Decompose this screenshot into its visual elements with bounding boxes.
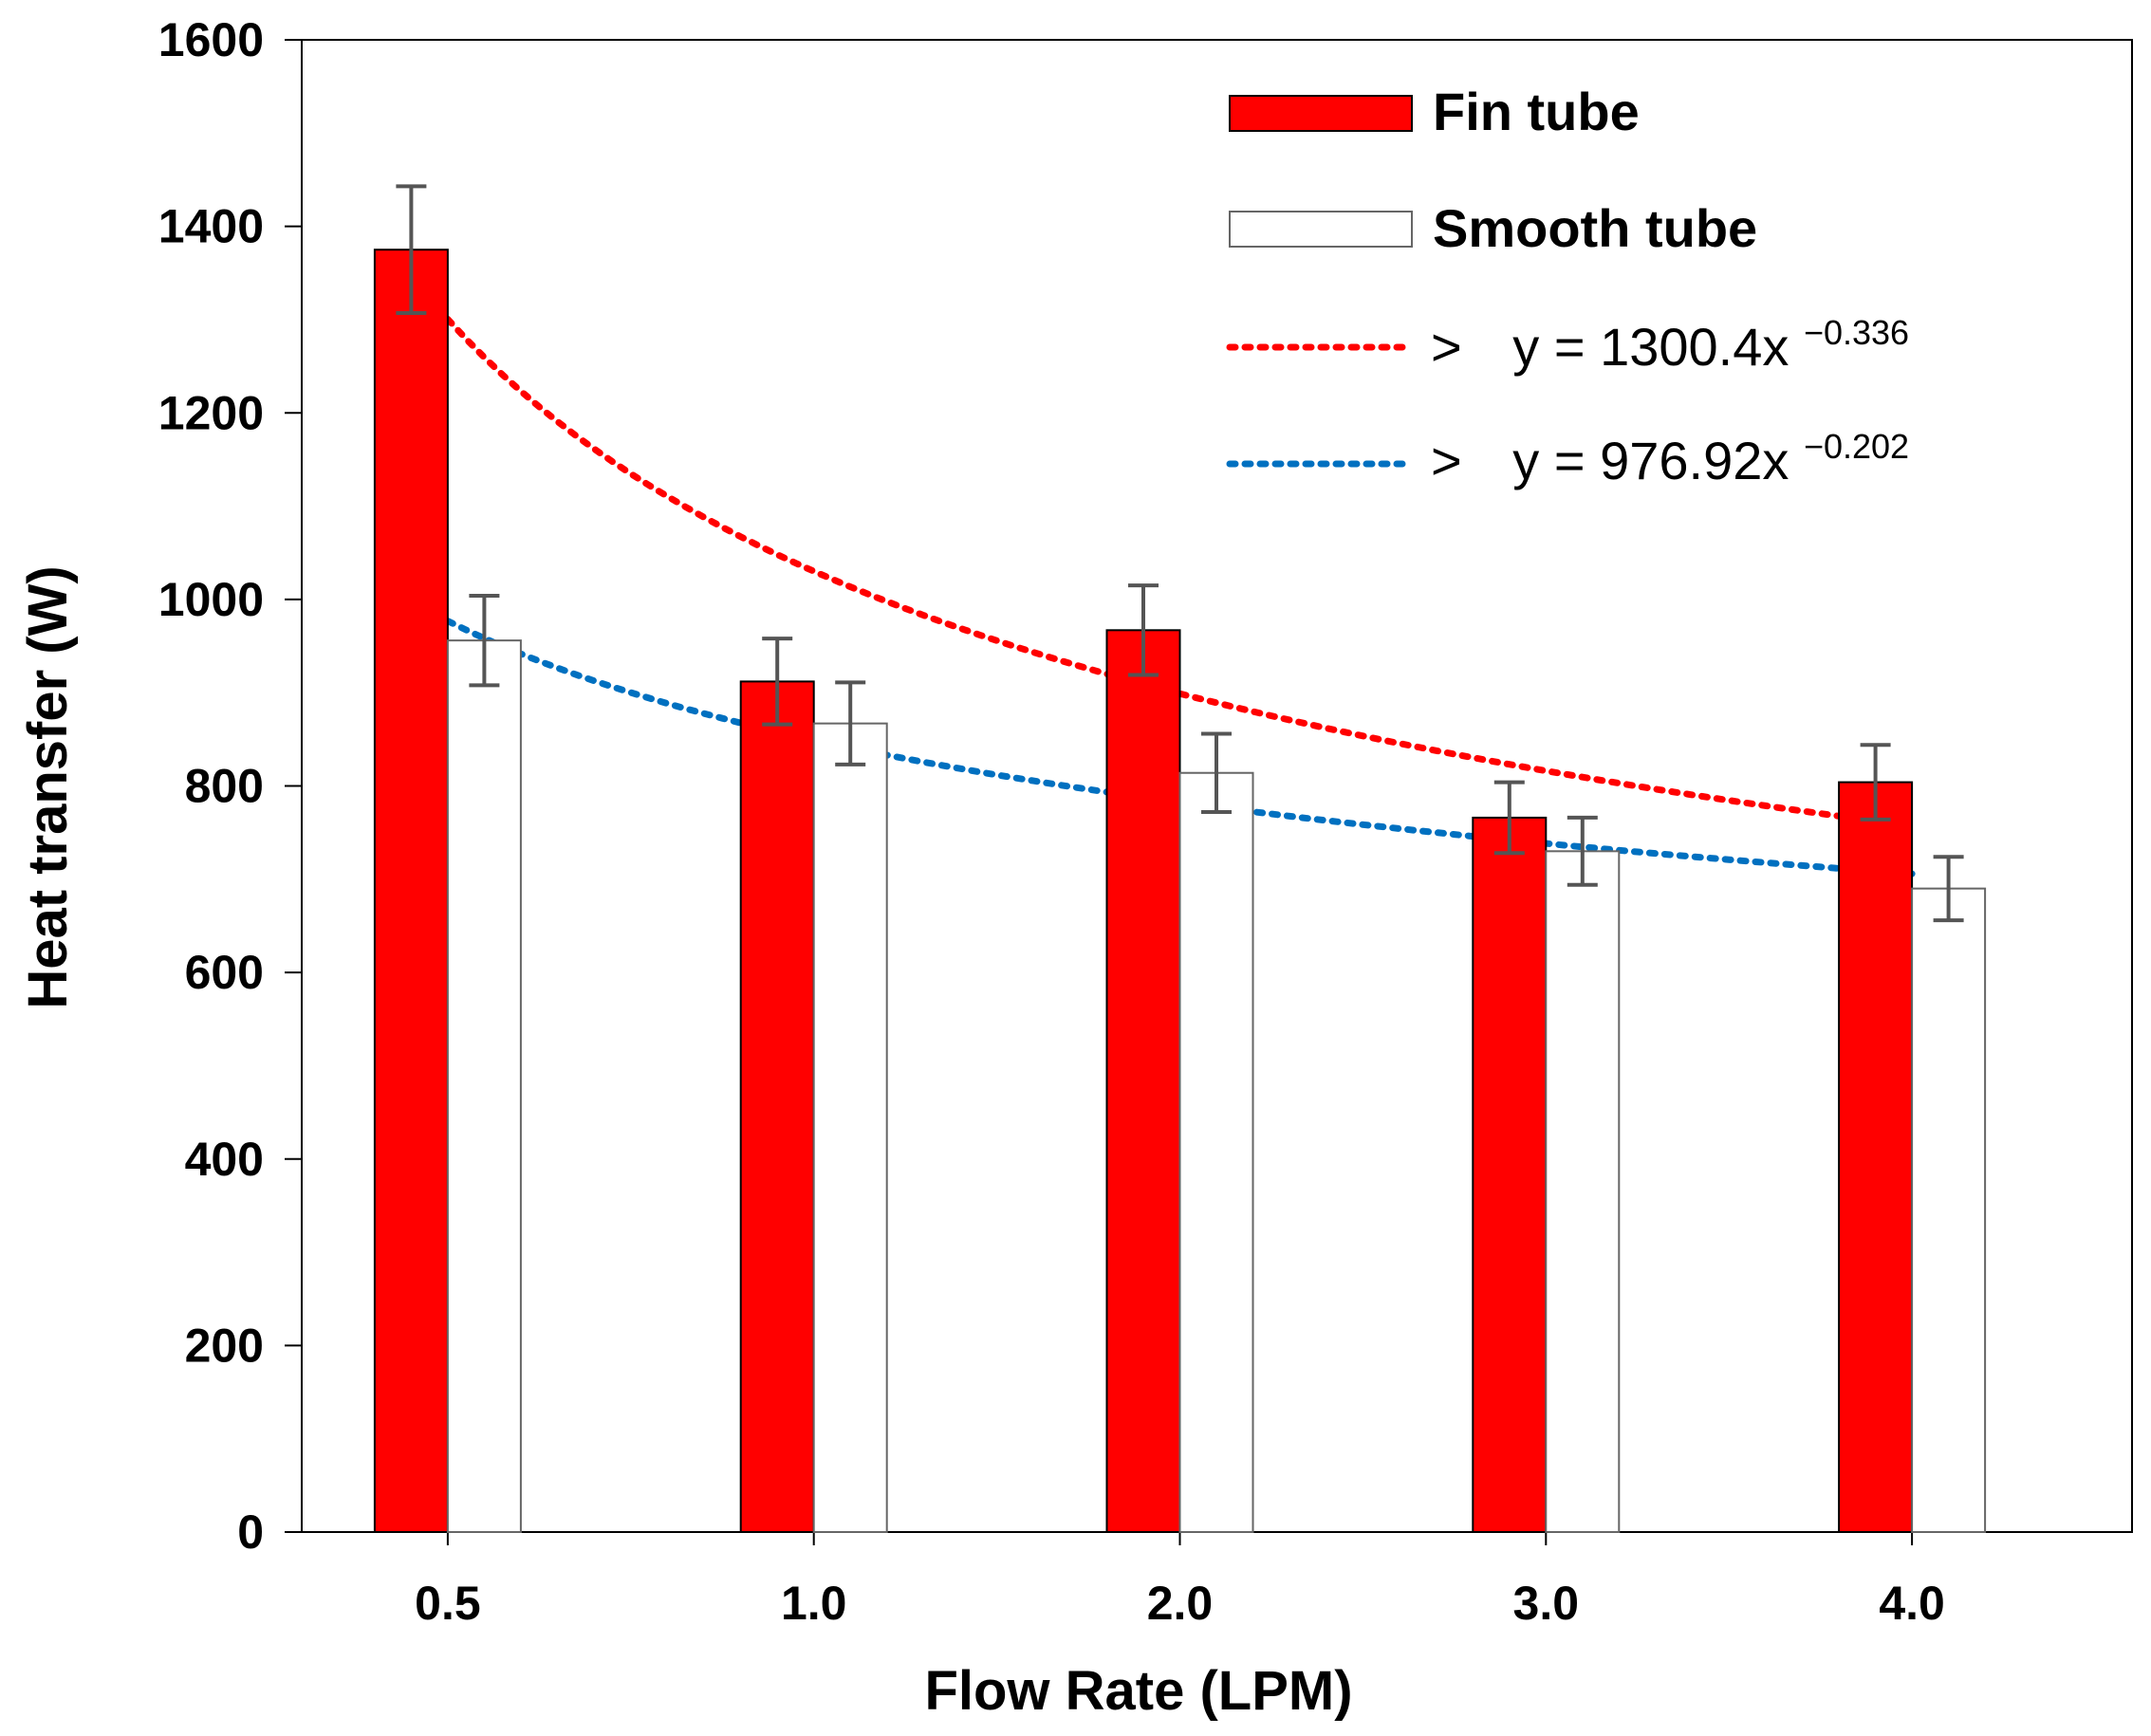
bar-smooth-tube xyxy=(1545,850,1621,1533)
y-tick-label: 1600 xyxy=(158,13,264,66)
legend-label-smooth-tube: Smooth tube xyxy=(1433,198,1757,258)
legend-label-smooth-trendline: > y = 976.92x −0.202 xyxy=(1431,427,1909,490)
fin-trend-exponent: −0.336 xyxy=(1804,313,1909,352)
y-tick-label: 800 xyxy=(185,760,264,813)
bars xyxy=(373,249,1987,1533)
y-axis: 0 200 400 600 800 1000 1200 1400 1600 xyxy=(158,13,302,1559)
bar-smooth-tube xyxy=(812,722,888,1533)
y-tick-label: 600 xyxy=(185,946,264,999)
y-tick-label: 400 xyxy=(185,1133,264,1186)
x-tick-label: 2.0 xyxy=(1147,1577,1214,1630)
y-tick-label: 0 xyxy=(237,1505,264,1559)
x-tick-label: 4.0 xyxy=(1879,1577,1945,1630)
x-axis: 0.5 1.0 2.0 3.0 4.0 xyxy=(415,1532,1945,1630)
x-axis-title: Flow Rate (LPM) xyxy=(924,1660,1352,1722)
smooth-trend-equation: y = 976.92x xyxy=(1512,431,1789,490)
bar-smooth-tube xyxy=(446,639,522,1533)
legend-swatch-smooth-tube xyxy=(1229,211,1413,248)
bar-fin-tube xyxy=(1472,816,1548,1533)
legend-label-fin-trendline: > y = 1300.4x −0.336 xyxy=(1431,313,1909,377)
legend-swatch-fin-tube xyxy=(1229,95,1413,132)
x-tick-label: 3.0 xyxy=(1513,1577,1580,1630)
smooth-trend-exponent: −0.202 xyxy=(1804,427,1909,466)
y-axis-title: Heat transfer (W) xyxy=(17,565,79,1008)
y-tick-label: 1200 xyxy=(158,386,264,439)
legend-label-fin-tube: Fin tube xyxy=(1433,82,1640,141)
fin-trend-marker: > xyxy=(1431,317,1462,377)
legend: Fin tube Smooth tube > y = 1300.4x −0.33… xyxy=(1226,82,1909,490)
bar-fin-tube xyxy=(739,680,815,1533)
bar-fin-tube xyxy=(373,249,449,1533)
bar-smooth-tube xyxy=(1911,887,1987,1533)
x-tick-label: 0.5 xyxy=(415,1577,481,1630)
bar-smooth-tube xyxy=(1178,771,1254,1533)
y-tick-label: 1000 xyxy=(158,573,264,626)
bar-fin-tube xyxy=(1838,781,1914,1533)
fin-trend-equation: y = 1300.4x xyxy=(1512,317,1789,377)
bar-fin-tube xyxy=(1105,629,1181,1533)
y-tick-label: 200 xyxy=(185,1319,264,1372)
y-tick-label: 1400 xyxy=(158,200,264,253)
x-tick-label: 1.0 xyxy=(781,1577,847,1630)
error-bars xyxy=(396,184,1964,923)
smooth-trend-marker: > xyxy=(1431,431,1462,490)
